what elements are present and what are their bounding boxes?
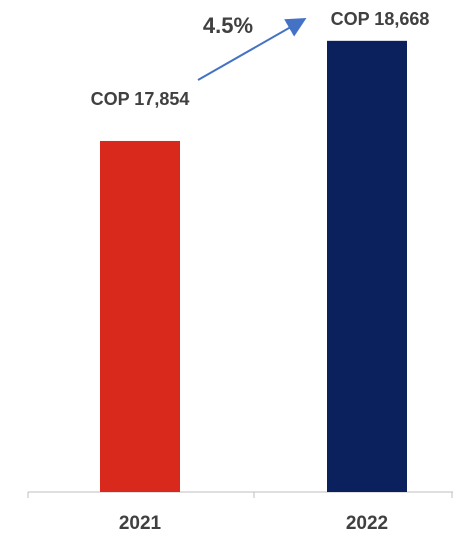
value-label: COP 17,854 (91, 89, 190, 109)
bar (100, 140, 180, 492)
value-label: COP 18,668 (331, 9, 430, 29)
growth-annotation: 4.5% (203, 13, 253, 38)
bar (327, 40, 407, 492)
x-tick-label: 2022 (346, 513, 388, 534)
x-tick-label: 2021 (119, 513, 162, 534)
growth-arrow (197, 18, 307, 81)
